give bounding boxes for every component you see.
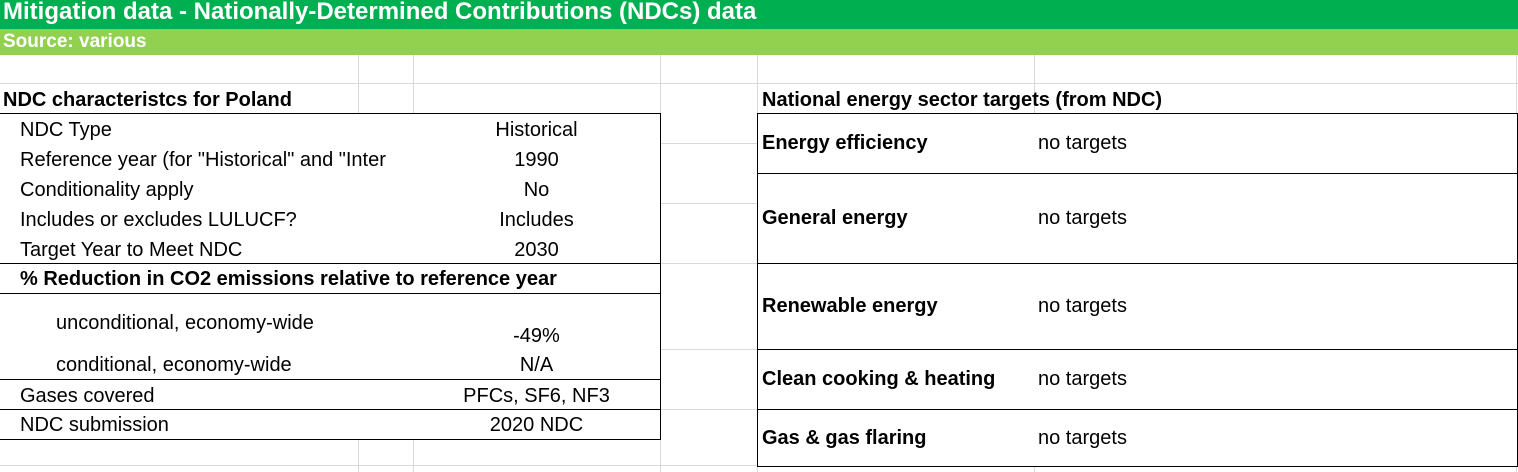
reduction-row-value: -49% bbox=[513, 325, 560, 347]
ndc-row-label: Includes or excludes LULUCF? bbox=[20, 209, 297, 231]
energy-row-value: no targets bbox=[1038, 368, 1127, 390]
sheet-title: Mitigation data - Nationally-Determined … bbox=[0, 0, 1518, 29]
reduction-row-label: conditional, economy-wide bbox=[56, 354, 292, 376]
table-divider bbox=[0, 409, 661, 410]
gases-value: PFCs, SF6, NF3 bbox=[463, 385, 610, 407]
source-label: Source: various bbox=[0, 29, 1518, 55]
table-divider bbox=[757, 263, 1518, 264]
ndc-row-value: 2030 bbox=[514, 239, 559, 261]
ndc-row-value: Historical bbox=[495, 119, 578, 141]
energy-table bbox=[757, 113, 1518, 467]
energy-row-value: no targets bbox=[1038, 295, 1127, 317]
ndc-row-label: Reference year (for "Historical" and "In… bbox=[20, 149, 386, 171]
energy-row-label: Renewable energy bbox=[762, 295, 938, 317]
table-divider bbox=[0, 379, 661, 380]
table-divider bbox=[757, 349, 1518, 350]
energy-heading: National energy sector targets (from NDC… bbox=[762, 89, 1163, 111]
ndc-table bbox=[0, 113, 661, 440]
ndc-row-label: NDC Type bbox=[20, 119, 112, 141]
energy-row-label: Clean cooking & heating bbox=[762, 368, 996, 390]
submission-label: NDC submission bbox=[20, 414, 169, 436]
ndc-row-value: 1990 bbox=[514, 149, 559, 171]
table-divider bbox=[757, 173, 1518, 174]
energy-row-label: Gas & gas flaring bbox=[762, 427, 927, 449]
reduction-row-label: unconditional, economy-wide bbox=[56, 312, 314, 334]
energy-row-value: no targets bbox=[1038, 427, 1127, 449]
reduction-heading: % Reduction in CO2 emissions relative to… bbox=[20, 268, 557, 290]
ndc-heading: NDC characteristcs for Poland bbox=[3, 89, 292, 111]
gridline bbox=[0, 83, 1518, 84]
ndc-row-value: Includes bbox=[499, 209, 574, 231]
energy-row-label: General energy bbox=[762, 207, 908, 229]
ndc-row-label: Target Year to Meet NDC bbox=[20, 239, 243, 261]
energy-row-label: Energy efficiency bbox=[762, 132, 928, 154]
table-divider bbox=[757, 409, 1518, 410]
reduction-row-value: N/A bbox=[519, 354, 554, 376]
gases-label: Gases covered bbox=[20, 385, 155, 407]
table-divider bbox=[0, 263, 661, 264]
table-divider bbox=[0, 293, 661, 294]
submission-value: 2020 NDC bbox=[489, 414, 584, 436]
ndc-row-label: Conditionality apply bbox=[20, 179, 194, 201]
energy-row-value: no targets bbox=[1038, 132, 1127, 154]
energy-row-value: no targets bbox=[1038, 207, 1127, 229]
ndc-row-value: No bbox=[523, 179, 550, 201]
